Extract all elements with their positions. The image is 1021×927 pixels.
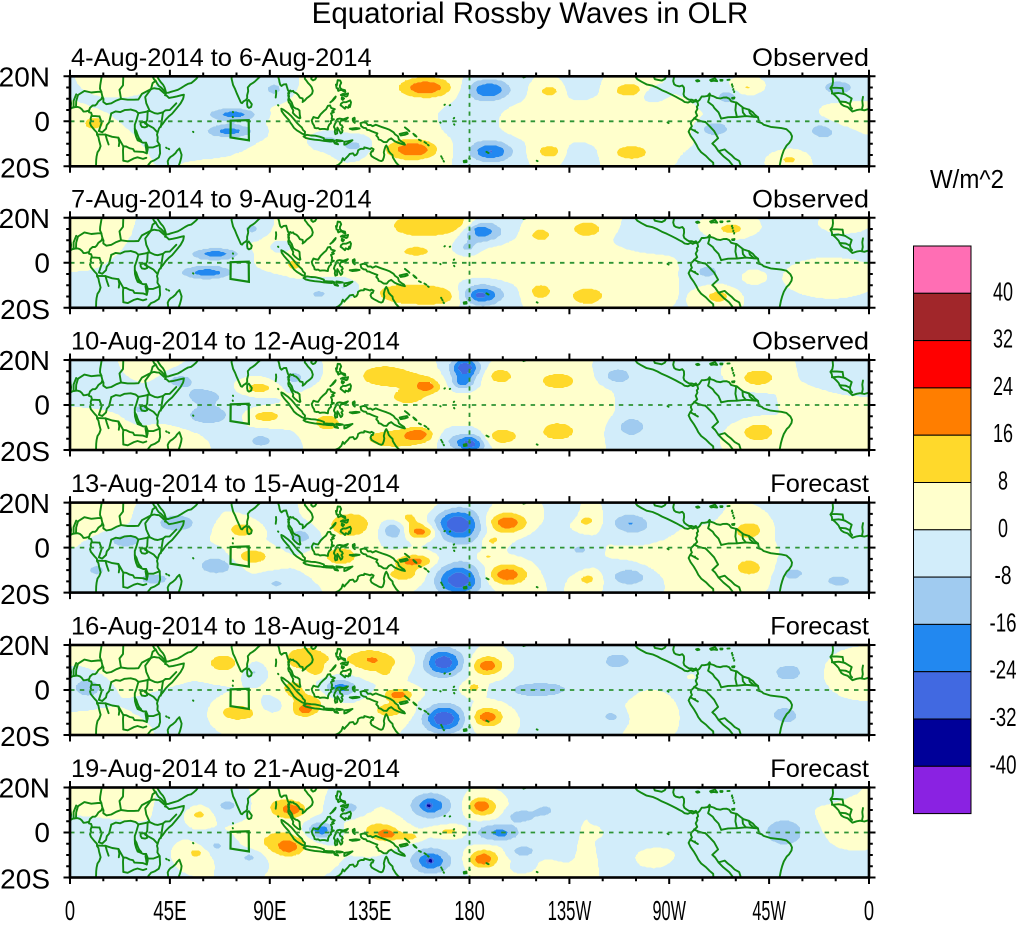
svg-text:135E: 135E <box>348 895 392 922</box>
svg-text:7-Aug-2014 to 9-Aug-2014: 7-Aug-2014 to 9-Aug-2014 <box>71 185 372 213</box>
svg-text:0: 0 <box>34 106 50 137</box>
svg-text:0: 0 <box>34 817 50 848</box>
svg-text:Observed: Observed <box>752 185 869 213</box>
svg-text:0: 0 <box>34 532 50 563</box>
svg-text:20N: 20N <box>0 773 50 804</box>
svg-text:0: 0 <box>34 390 50 421</box>
svg-text:-8: -8 <box>995 562 1012 590</box>
svg-text:-16: -16 <box>990 609 1017 637</box>
svg-text:Forecast: Forecast <box>770 755 869 783</box>
svg-text:45W: 45W <box>752 895 786 922</box>
svg-text:0: 0 <box>34 248 50 279</box>
svg-text:W/m^2: W/m^2 <box>930 166 1004 194</box>
svg-text:20S: 20S <box>0 294 50 325</box>
svg-text:20N: 20N <box>0 203 50 234</box>
svg-text:10-Aug-2014 to 12-Aug-2014: 10-Aug-2014 to 12-Aug-2014 <box>71 328 400 356</box>
svg-text:20S: 20S <box>0 721 50 752</box>
svg-text:-32: -32 <box>990 704 1017 732</box>
svg-text:180: 180 <box>454 895 485 922</box>
svg-text:32: 32 <box>993 326 1013 354</box>
svg-text:135W: 135W <box>548 895 592 922</box>
svg-text:20S: 20S <box>0 153 50 184</box>
svg-text:13-Aug-2014 to 15-Aug-2014: 13-Aug-2014 to 15-Aug-2014 <box>71 470 400 498</box>
svg-text:20N: 20N <box>0 345 50 376</box>
svg-text:0: 0 <box>998 515 1008 543</box>
svg-text:45E: 45E <box>153 895 186 922</box>
svg-text:20S: 20S <box>0 864 50 895</box>
svg-text:90E: 90E <box>253 895 286 922</box>
svg-text:Equatorial Rossby Waves in OLR: Equatorial Rossby Waves in OLR <box>312 0 749 30</box>
svg-text:20N: 20N <box>0 630 50 661</box>
svg-text:8: 8 <box>998 468 1008 496</box>
svg-text:90W: 90W <box>653 895 687 922</box>
svg-text:0: 0 <box>65 895 75 922</box>
svg-text:4-Aug-2014 to 6-Aug-2014: 4-Aug-2014 to 6-Aug-2014 <box>71 44 372 72</box>
svg-text:16: 16 <box>993 420 1013 448</box>
svg-text:16-Aug-2014 to 18-Aug-2014: 16-Aug-2014 to 18-Aug-2014 <box>71 613 400 641</box>
svg-text:20S: 20S <box>0 579 50 610</box>
svg-text:-40: -40 <box>990 751 1017 779</box>
svg-text:Observed: Observed <box>752 44 869 72</box>
svg-text:40: 40 <box>993 278 1013 306</box>
svg-text:20S: 20S <box>0 436 50 467</box>
svg-text:19-Aug-2014 to 21-Aug-2014: 19-Aug-2014 to 21-Aug-2014 <box>71 755 400 783</box>
svg-text:Forecast: Forecast <box>770 613 869 641</box>
svg-text:0: 0 <box>864 895 874 922</box>
svg-text:20N: 20N <box>0 488 50 519</box>
svg-text:24: 24 <box>993 373 1013 401</box>
svg-text:Observed: Observed <box>752 328 869 356</box>
svg-text:Forecast: Forecast <box>770 470 869 498</box>
svg-text:-24: -24 <box>990 657 1017 685</box>
svg-text:0: 0 <box>34 675 50 706</box>
svg-text:20N: 20N <box>0 62 50 93</box>
